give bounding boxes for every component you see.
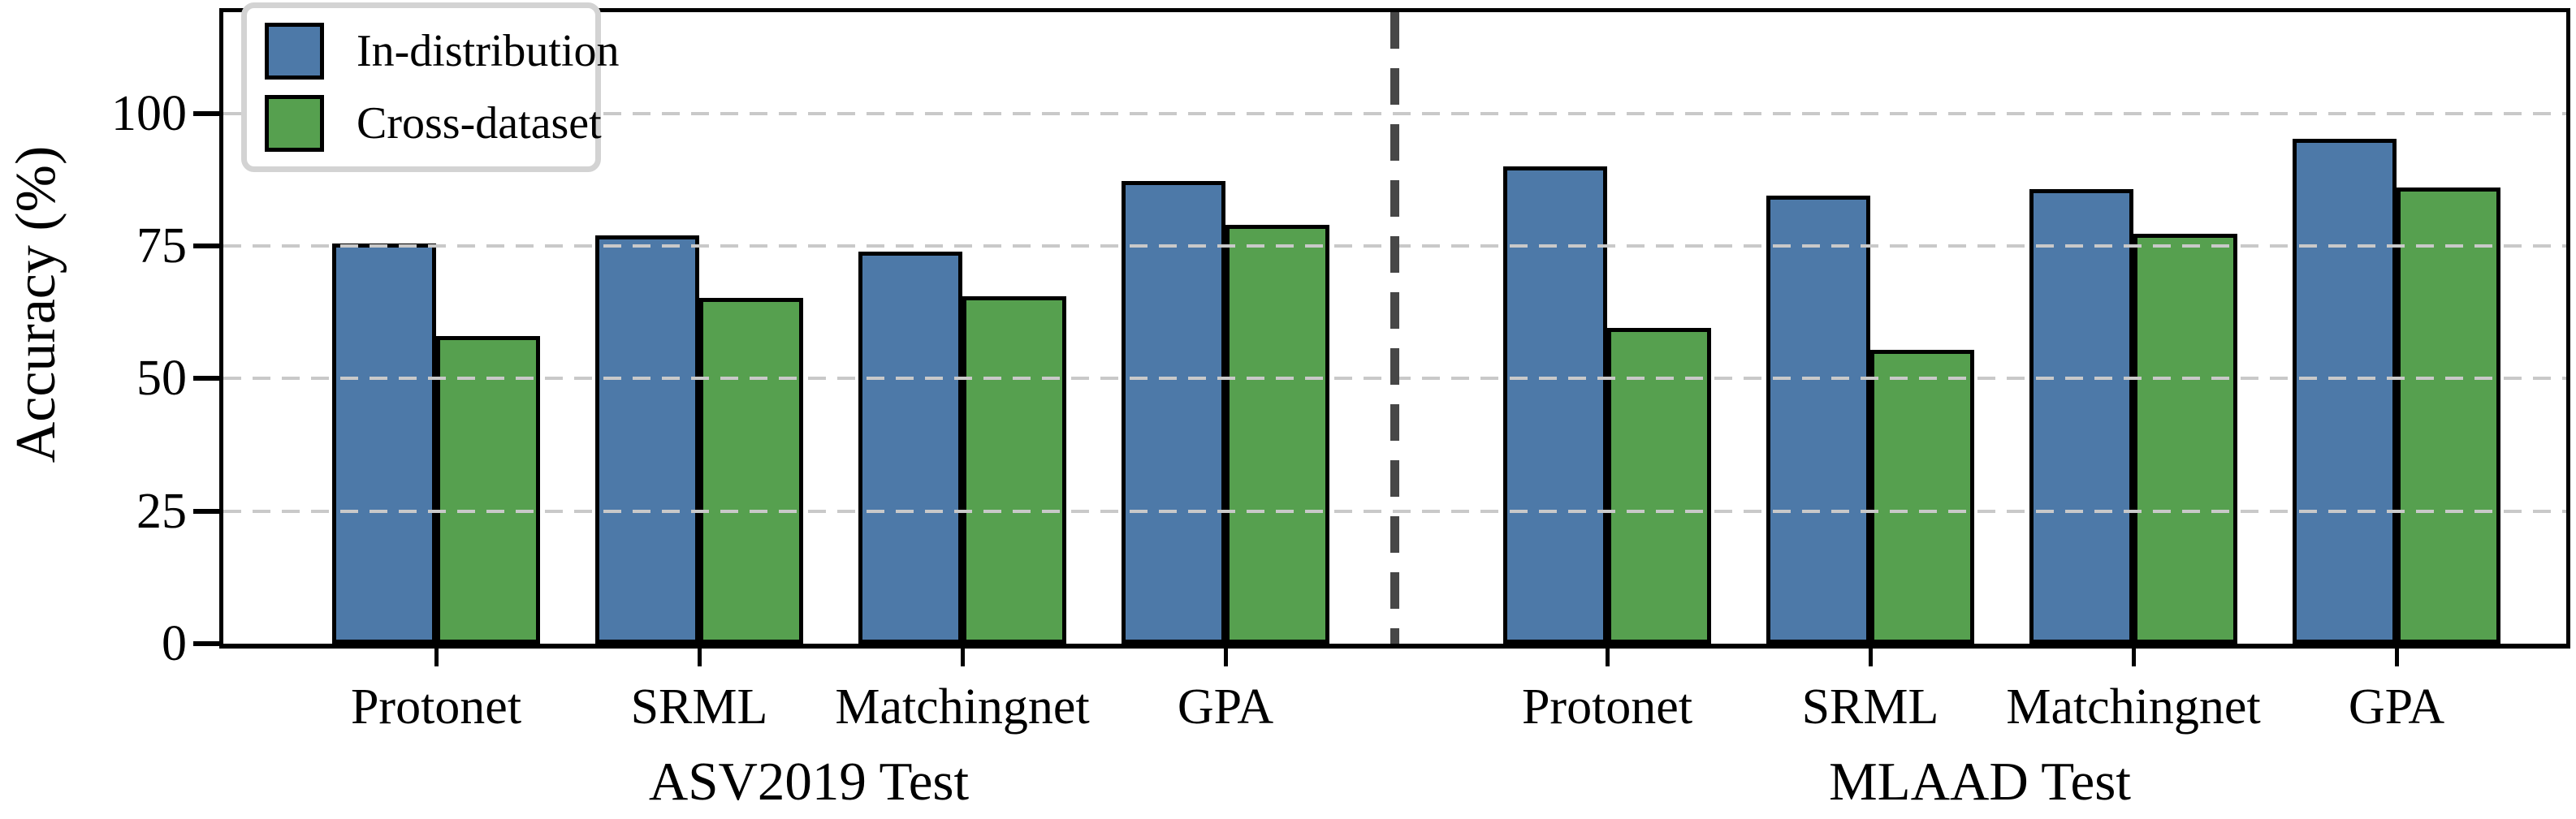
panel-title-asv2019: ASV2019 Test xyxy=(648,752,970,812)
x-tick-asv2019-test-srml xyxy=(698,644,702,666)
y-tick-50 xyxy=(193,376,219,381)
panel-separator xyxy=(1390,12,1399,644)
y-tick-label-25: 25 xyxy=(136,484,187,539)
x-tick-label-asv2019-test-protonet: Protonet xyxy=(350,679,522,735)
bar-mlaad-test-gpa-in-distribution xyxy=(2293,139,2397,644)
x-tick-label-mlaad-test-protonet: Protonet xyxy=(1521,679,1693,735)
right-spine xyxy=(2566,8,2570,649)
bar-asv2019-test-protonet-in-distribution xyxy=(332,244,436,644)
legend-label-in-distribution: In-distribution xyxy=(357,26,620,77)
top-spine xyxy=(219,8,2570,12)
panel-title-mlaad: MLAAD Test xyxy=(1829,752,2131,812)
bar-mlaad-test-gpa-cross-dataset xyxy=(2397,188,2500,644)
y-tick-label-75: 75 xyxy=(136,218,187,274)
y-tick-label-100: 100 xyxy=(111,86,187,141)
bar-asv2019-test-srml-cross-dataset xyxy=(699,298,803,644)
x-tick-asv2019-test-matchingnet xyxy=(961,644,965,666)
x-tick-label-asv2019-test-matchingnet: Matchingnet xyxy=(835,679,1090,735)
x-tick-label-asv2019-test-gpa: GPA xyxy=(1177,679,1274,735)
legend-item-in-distribution: In-distribution xyxy=(265,23,620,80)
legend-label-cross-dataset: Cross-dataset xyxy=(357,97,602,149)
x-tick-mlaad-test-gpa xyxy=(2395,644,2399,666)
bar-mlaad-test-matchingnet-in-distribution xyxy=(2029,189,2133,644)
y-tick-0 xyxy=(193,641,219,646)
x-tick-label-mlaad-test-gpa: GPA xyxy=(2348,679,2445,735)
in-distribution-swatch-icon xyxy=(265,23,324,80)
y-tick-label-50: 50 xyxy=(136,351,187,406)
bar-asv2019-test-gpa-cross-dataset xyxy=(1225,225,1329,644)
x-tick-mlaad-test-srml xyxy=(1869,644,1873,666)
y-tick-100 xyxy=(193,111,219,116)
bar-asv2019-test-srml-in-distribution xyxy=(595,235,699,644)
legend-item-cross-dataset: Cross-dataset xyxy=(265,94,602,152)
y-tick-25 xyxy=(193,509,219,514)
bar-mlaad-test-protonet-in-distribution xyxy=(1503,166,1607,644)
left-spine xyxy=(219,8,223,649)
x-tick-mlaad-test-protonet xyxy=(1606,644,1610,666)
bar-mlaad-test-matchingnet-cross-dataset xyxy=(2133,234,2237,644)
x-tick-label-asv2019-test-srml: SRML xyxy=(630,679,768,735)
bar-asv2019-test-matchingnet-cross-dataset xyxy=(962,296,1066,644)
bar-mlaad-test-srml-cross-dataset xyxy=(1870,350,1974,644)
x-tick-asv2019-test-gpa xyxy=(1224,644,1228,666)
y-tick-75 xyxy=(193,244,219,248)
x-tick-mlaad-test-matchingnet xyxy=(2132,644,2136,666)
bar-mlaad-test-protonet-cross-dataset xyxy=(1607,328,1711,644)
bar-mlaad-test-srml-in-distribution xyxy=(1766,196,1870,644)
cross-dataset-swatch-icon xyxy=(265,94,324,152)
bar-asv2019-test-matchingnet-in-distribution xyxy=(858,252,962,644)
y-tick-label-0: 0 xyxy=(162,616,187,671)
bar-asv2019-test-gpa-in-distribution xyxy=(1122,181,1225,644)
x-tick-label-mlaad-test-matchingnet: Matchingnet xyxy=(2006,679,2261,735)
x-tick-label-mlaad-test-srml: SRML xyxy=(1801,679,1939,735)
y-axis-label: Accuracy (%) xyxy=(5,145,67,463)
legend: In-distribution Cross-dataset xyxy=(241,2,620,172)
bottom-spine xyxy=(219,644,2570,649)
bar-asv2019-test-protonet-cross-dataset xyxy=(436,336,540,644)
x-tick-asv2019-test-protonet xyxy=(434,644,439,666)
